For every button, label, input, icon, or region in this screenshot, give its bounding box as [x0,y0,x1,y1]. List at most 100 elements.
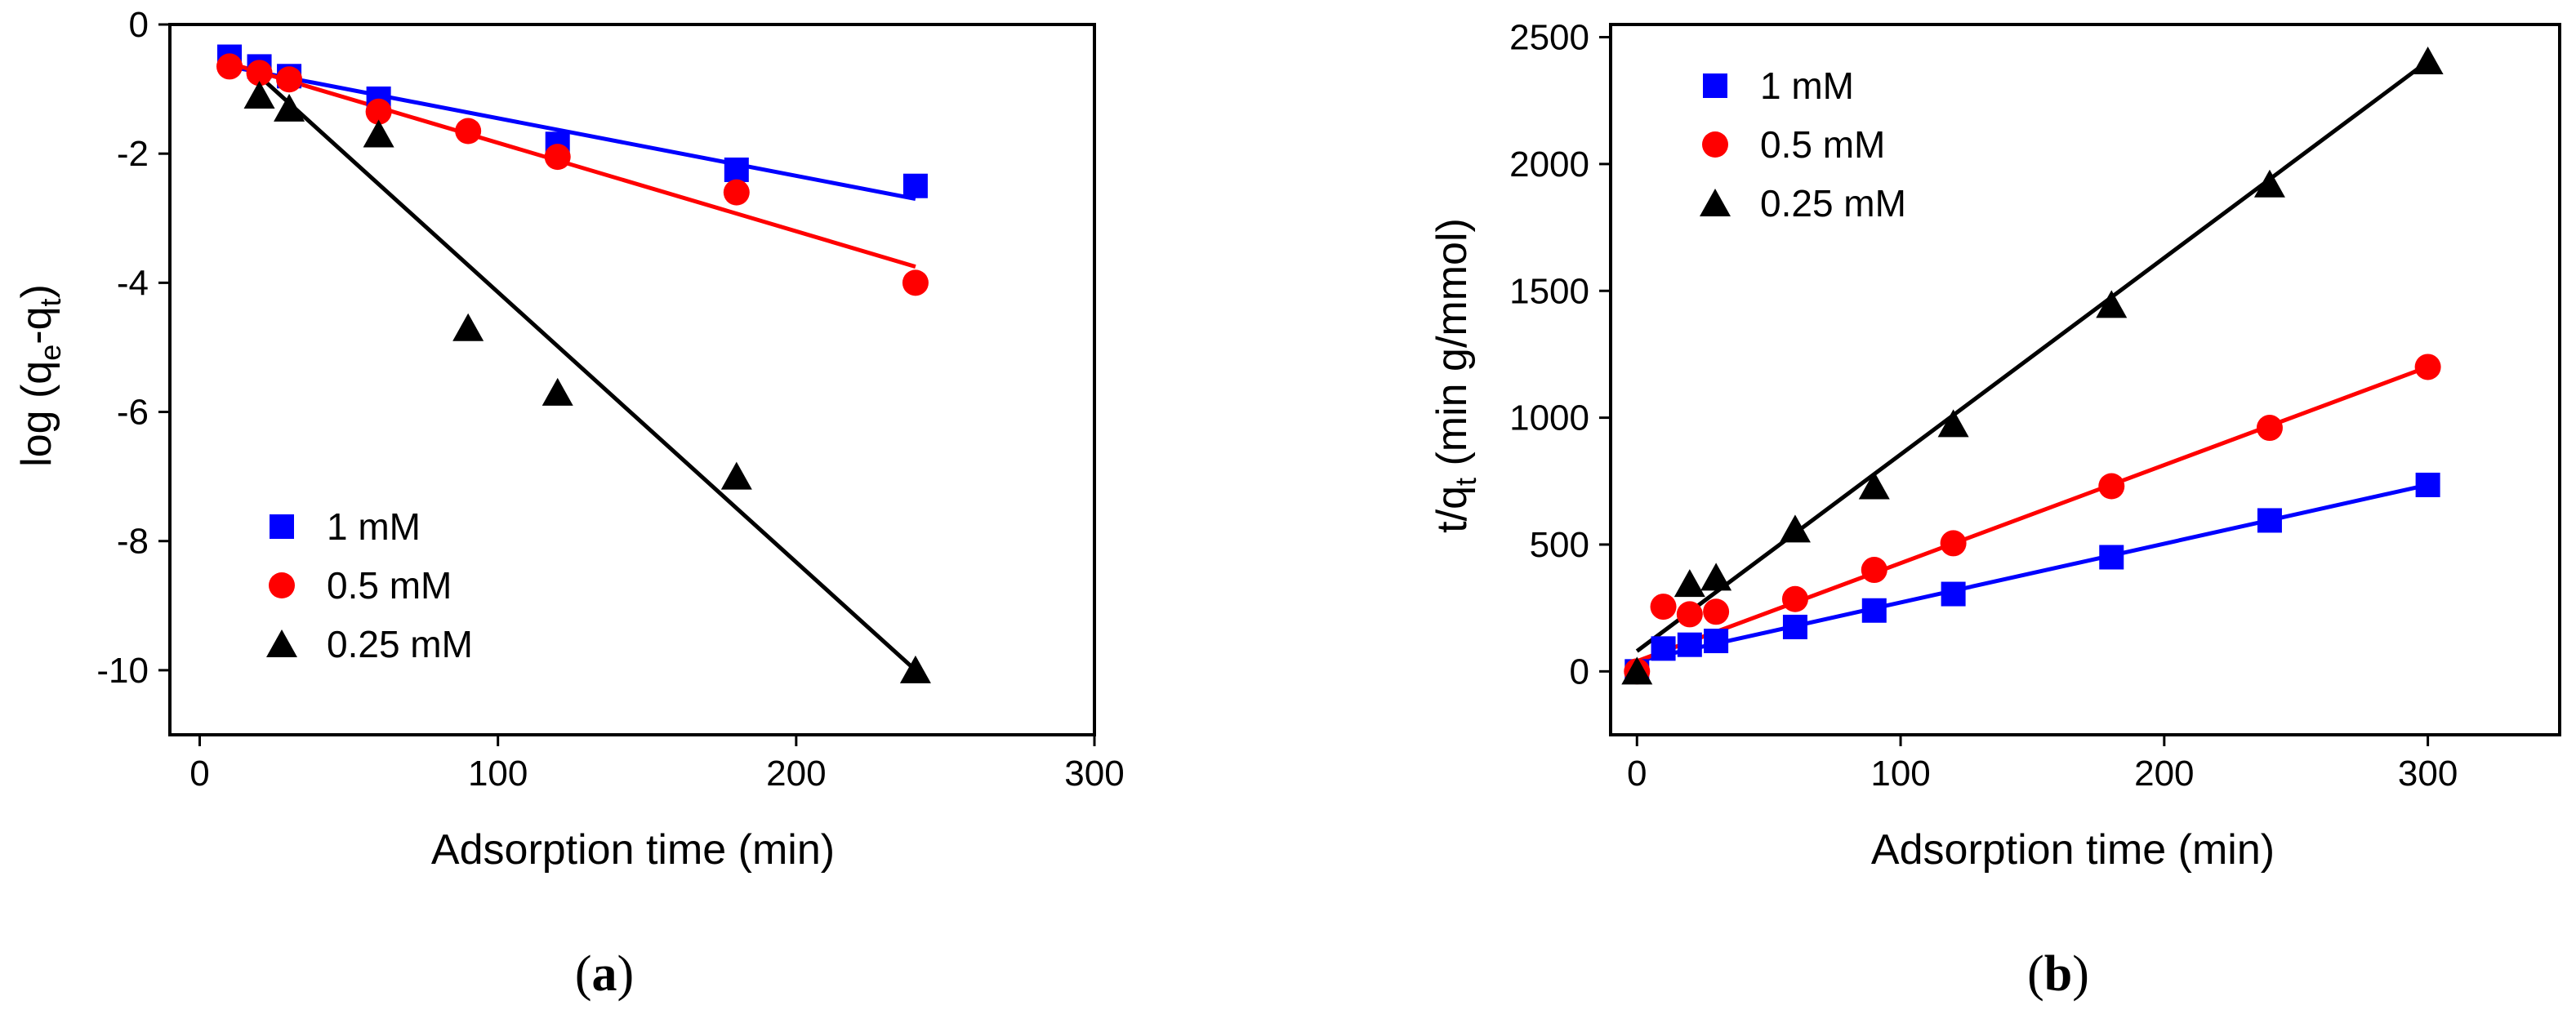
y-axis-label-b-sub-t: t [1449,478,1482,486]
data-point-a-0-6 [902,173,928,198]
data-point-a-1-4 [455,118,482,145]
panel-label-b-open: ( [2027,946,2044,1002]
legend-marker-b-1 [1702,131,1728,158]
x-tick-label-b-0: 0 [1627,754,1647,794]
data-point-b-0-8 [2257,508,2282,533]
data-point-a-1-1 [246,60,273,87]
data-point-b-2-7 [2253,169,2285,198]
legend-marker-a-1 [269,572,295,598]
legend-label-b-1: 0.5 mM [1760,123,1885,166]
data-point-b-0-7 [2099,545,2124,570]
data-point-b-1-7 [2098,473,2125,500]
panel-label-b-close: ) [2072,946,2089,1002]
data-point-b-2-1 [1674,569,1705,598]
y-tick-label-a-1: -2 [117,134,149,174]
y-tick-label-a-4: -8 [117,522,149,562]
fit-line-a-2 [257,74,917,672]
data-point-b-1-2 [1676,601,1703,628]
data-point-a-2-3 [452,313,484,341]
data-point-a-2-1 [274,93,305,122]
legend-label-a-2: 0.25 mM [327,623,473,665]
legend-marker-b-2 [1700,189,1731,216]
data-point-b-0-3 [1704,629,1729,654]
y-tick-label-a-5: -10 [96,651,149,691]
panel-label-b: (b) [2027,946,2089,1002]
data-point-a-1-6 [723,179,750,206]
data-point-a-1-0 [216,53,243,80]
y-tick-label-b-1: 500 [1530,525,1589,565]
data-point-b-2-0 [1621,656,1653,685]
y-axis-label-a-part-3: ) [13,284,60,298]
data-point-b-1-8 [2256,415,2283,442]
data-point-b-0-1 [1651,636,1676,661]
data-point-b-2-5 [1937,409,1969,438]
data-point-b-1-1 [1650,594,1677,620]
panel-label-a-close: ) [617,946,635,1002]
data-point-b-1-6 [1940,530,1967,557]
y-tick-label-a-2: -4 [117,263,149,303]
data-point-a-1-3 [365,98,392,125]
y-axis-label-a-sub-e: e [33,345,67,361]
y-axis-label-a-part-2: -q [13,306,60,344]
data-point-b-0-6 [1941,581,1966,607]
panel-label-a-letter: a [592,946,617,1002]
y-axis-label-b-part-1: t/q [1428,486,1476,533]
x-tick-label-a-2: 200 [766,754,826,794]
data-point-a-2-0 [243,81,275,109]
y-tick-label-a-3: -6 [117,393,149,433]
y-axis-label-b: t/qt (min g/mmol) [1428,218,1482,533]
panel-label-a-open: ( [575,946,592,1002]
legend-label-b-2: 0.25 mM [1760,182,1906,225]
x-axis-label-a: Adsorption time (min) [431,826,835,874]
fit-line-a-0 [229,64,916,202]
data-point-b-1-5 [1861,557,1887,584]
data-point-b-0-4 [1782,614,1807,639]
data-point-b-1-3 [1703,598,1730,625]
x-tick-label-a-1: 100 [468,754,528,794]
fit-line-b-2 [1635,60,2430,653]
y-axis-label-a: log (qe-qt) [13,284,67,467]
fit-line-a-1 [229,61,916,269]
y-tick-label-a-0: 0 [129,5,149,45]
y-tick-label-b-3: 1500 [1509,271,1589,311]
y-axis-label-b-part-2: (min g/mmol) [1428,218,1476,478]
data-point-b-2-6 [2096,290,2128,318]
y-axis-label-a-part-1: log (q [13,361,60,467]
data-point-b-2-2 [1700,563,1732,591]
x-tick-label-b-1: 100 [1870,754,1930,794]
fit-line-b-0 [1636,483,2429,664]
x-tick-label-b-2: 200 [2134,754,2194,794]
legend-label-a-1: 0.5 mM [327,564,452,607]
plot-frame-a [168,23,1096,736]
data-point-a-2-2 [363,119,394,148]
y-tick-label-b-5: 2500 [1509,18,1589,58]
legend-marker-b-0 [1703,73,1727,98]
x-axis-label-b: Adsorption time (min) [1871,826,2275,874]
fit-line-b-1 [1636,365,2429,664]
legend-marker-a-2 [266,629,297,657]
data-point-b-1-4 [1781,585,1808,612]
chart-b: Adsorption time (min) t/qt (min g/mmol) … [1428,18,2561,1002]
y-tick-label-b-2: 1000 [1509,398,1589,438]
data-point-a-2-6 [899,655,931,683]
legend-label-b-0: 1 mM [1760,64,1854,107]
data-point-a-0-5 [724,157,749,182]
data-point-a-1-2 [276,66,303,93]
data-point-a-1-5 [544,144,571,171]
x-tick-label-b-3: 300 [2398,754,2458,794]
x-tick-label-a-3: 300 [1064,754,1124,794]
chart-a: Adsorption time (min) log (qe-qt) (a) 0 1… [13,5,1125,1002]
plot-frame-b [1609,23,2561,736]
panel-label-b-letter: b [2044,946,2072,1002]
data-point-a-1-7 [902,269,929,296]
data-point-b-0-2 [1677,632,1702,657]
legend-marker-a-0 [270,514,294,539]
data-point-b-0-9 [2415,472,2440,497]
data-point-b-1-9 [2414,354,2441,380]
data-point-b-0-5 [1861,598,1887,623]
panel-label-a: (a) [575,946,634,1002]
x-tick-label-a-0: 0 [189,754,209,794]
legend-label-a-0: 1 mM [327,505,421,548]
